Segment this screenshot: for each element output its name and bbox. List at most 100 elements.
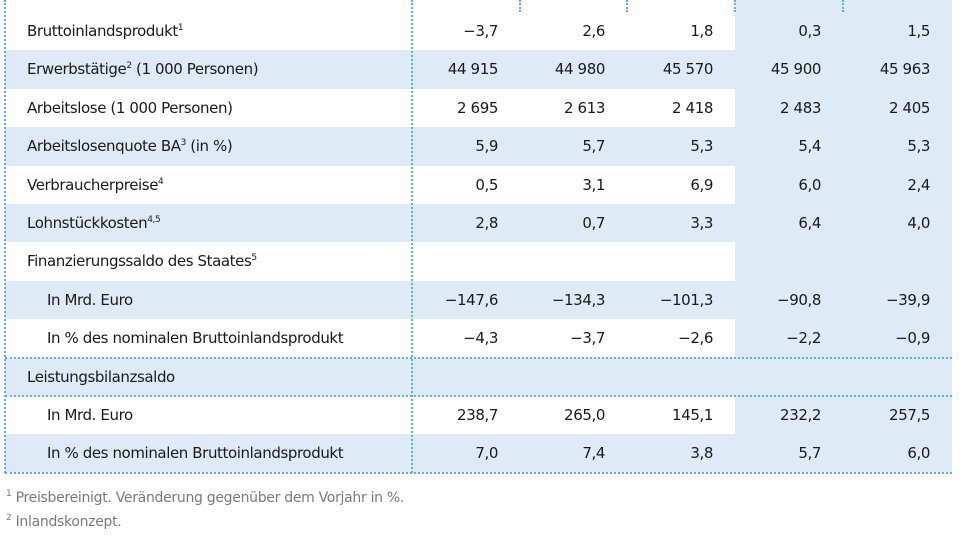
forecast-bg: [735, 242, 952, 281]
value-cell: 45 900: [770, 60, 821, 79]
value-cell: 2,6: [582, 22, 605, 40]
table: Bruttoinlandsprodukt1 −3,7 2,6 1,8 0,3 1,5 Erw…: [4, 0, 952, 474]
value-cell: 6,0: [798, 175, 821, 194]
footnote-ref: 3: [180, 138, 187, 149]
value-cell: 3,3: [690, 214, 713, 232]
forecast-bg: [735, 319, 952, 358]
value-cell: 6,4: [798, 214, 821, 232]
column-divider: [411, 0, 413, 473]
row-label: In Mrd. Euro: [5, 396, 412, 434]
value-cell: −134,3: [551, 290, 606, 309]
value-cell: 5,9: [475, 137, 498, 156]
value-cell: −2,2: [786, 329, 821, 348]
value-cell: 6,9: [690, 175, 713, 194]
footnote-ref: 4,5: [147, 215, 161, 225]
value-cell: −4,3: [463, 329, 498, 348]
row-bg: [5, 434, 952, 473]
column-divider: [626, 0, 628, 12]
column-divider: [842, 0, 844, 12]
label-text: Erwerbstätige: [27, 60, 127, 79]
forecast-bg: [735, 165, 952, 204]
value-cell: 3,8: [690, 444, 713, 463]
footnote-mark: 2: [6, 513, 12, 523]
row-label: Finanzierungssaldo des Staates5: [5, 242, 412, 280]
column-divider: [519, 0, 521, 12]
forecast-bg: [735, 396, 952, 435]
footnote-text: Preisbereinigt. Veränderung gegenüber de…: [15, 490, 405, 506]
footnote-mark: 1: [6, 489, 12, 499]
value-cell: 44 980: [554, 60, 605, 79]
value-cell: 0,5: [475, 175, 498, 194]
row-label: Arbeitslose (1 000 Personen): [5, 89, 412, 127]
value-cell: 1,8: [690, 22, 713, 40]
value-cell: 44 915: [447, 60, 498, 79]
row-bg: [5, 50, 952, 89]
value-cell: 45 570: [662, 60, 713, 79]
value-cell: 7,0: [475, 444, 498, 463]
row-bg: [5, 127, 952, 166]
value-cell: 1,5: [907, 22, 930, 40]
value-cell: 232,2: [780, 406, 821, 424]
value-cell: 5,3: [907, 137, 930, 156]
column-divider: [4, 0, 6, 473]
row-label: In % des nominalen Bruttoinlandsprodukt: [5, 434, 412, 472]
row-label: Verbraucherpreise4: [5, 166, 412, 204]
section-divider: [5, 356, 952, 359]
value-cell: 0,7: [582, 214, 605, 232]
row-label: Arbeitslosenquote BA3 (in %): [5, 127, 412, 165]
label-text: Leistungsbilanzsaldo: [27, 367, 175, 386]
value-cell: 4,0: [907, 214, 930, 232]
value-cell: 265,0: [564, 406, 605, 424]
row-label: Erwerbstätige2 (1 000 Personen): [5, 50, 412, 88]
value-cell: 2 483: [780, 98, 821, 117]
value-cell: −101,3: [659, 290, 714, 309]
value-cell: 45 963: [879, 60, 930, 79]
value-cell: −3,7: [570, 329, 605, 348]
footnote-ref: 2: [126, 61, 132, 72]
value-cell: 6,0: [907, 444, 930, 463]
forecast-bg: [735, 12, 952, 51]
value-cell: 2 695: [457, 98, 498, 117]
label-text: (1 000 Personen): [131, 60, 259, 79]
row-bg: [5, 280, 952, 320]
label-text: In % des nominalen Bruttoinlandsprodukt: [47, 444, 344, 463]
value-cell: 5,3: [690, 137, 713, 156]
label-text: Bruttoinlandsprodukt: [27, 22, 178, 40]
value-cell: 0,3: [798, 22, 821, 40]
row-bg: [5, 357, 952, 396]
row-label: Bruttoinlandsprodukt1: [5, 12, 412, 50]
label-text: In Mrd. Euro: [47, 406, 133, 424]
label-text: (in %): [185, 137, 233, 156]
value-cell: −0,9: [895, 329, 930, 348]
value-cell: 238,7: [457, 406, 498, 424]
value-cell: 5,7: [582, 137, 605, 156]
label-text: Finanzierungssaldo des Staates: [27, 252, 252, 271]
label-text: Arbeitslose (1 000 Personen): [27, 98, 233, 117]
value-cell: −2,6: [678, 329, 713, 348]
footnote-ref: 1: [177, 23, 184, 33]
row-bg: [5, 204, 952, 243]
value-cell: 145,1: [672, 406, 713, 424]
label-text: Verbraucherpreise: [27, 175, 159, 194]
footnote-ref: 5: [251, 253, 257, 264]
value-cell: −90,8: [777, 290, 821, 309]
value-cell: −3,7: [463, 22, 498, 40]
footnote-ref: 4: [158, 176, 164, 187]
row-label: Lohnstückkosten4,5: [5, 204, 412, 242]
row-label: In Mrd. Euro: [5, 281, 412, 319]
value-cell: −39,9: [886, 290, 930, 309]
label-text: In % des nominalen Bruttoinlandsprodukt: [47, 329, 344, 348]
value-cell: 3,1: [582, 175, 605, 194]
value-cell: −147,6: [444, 290, 499, 309]
label-text: In Mrd. Euro: [47, 290, 133, 309]
value-cell: 5,7: [798, 444, 821, 463]
footnote: 1 Preisbereinigt. Veränderung gegenüber …: [6, 489, 405, 507]
value-cell: 2,4: [907, 175, 930, 194]
value-cell: 5,4: [798, 137, 821, 156]
value-cell: 257,5: [889, 406, 930, 424]
row-label: In % des nominalen Bruttoinlandsprodukt: [5, 319, 412, 357]
footnote: 2 Inlandskonzept.: [6, 513, 122, 531]
value-cell: 7,4: [582, 444, 605, 463]
column-divider: [734, 0, 736, 12]
